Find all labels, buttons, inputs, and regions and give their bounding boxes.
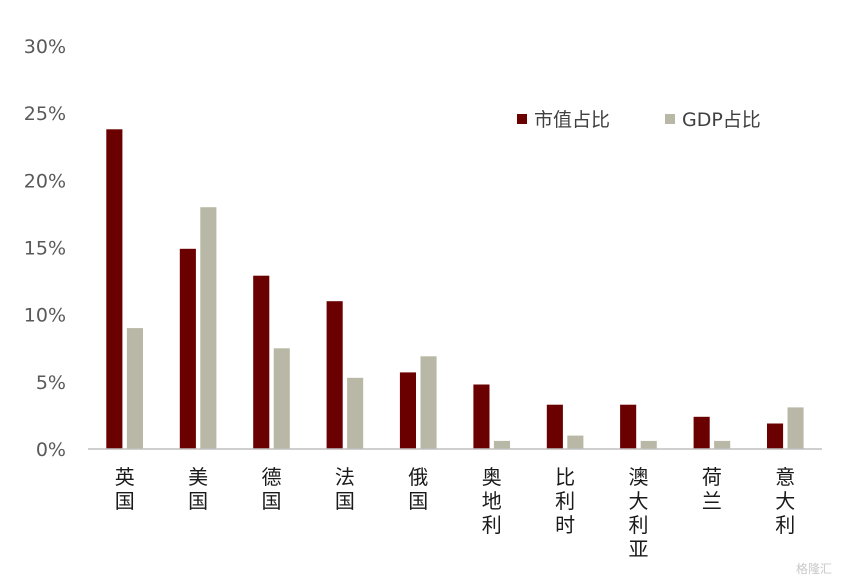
y-axis: 0% 5% 10% 15% 20% 25% 30% xyxy=(24,36,66,461)
y-tick-label: 20% xyxy=(24,170,66,192)
bar-gdp xyxy=(567,435,584,449)
x-category-label: 荷兰 xyxy=(702,465,722,513)
bar-market-cap xyxy=(106,129,123,450)
y-tick-label: 30% xyxy=(24,36,66,58)
watermark-logo: 格隆汇 xyxy=(795,562,832,576)
y-tick-label: 0% xyxy=(36,439,66,461)
bars xyxy=(106,129,804,450)
x-category-label: 奥地利 xyxy=(482,465,502,537)
x-category-label: 美国 xyxy=(188,465,208,513)
bar-gdp xyxy=(714,440,731,449)
bar-gdp xyxy=(126,328,143,449)
x-category-label: 法国 xyxy=(335,465,355,513)
y-tick-label: 15% xyxy=(24,238,66,260)
y-tick-label: 5% xyxy=(36,372,66,394)
bar-gdp xyxy=(787,407,804,449)
bar-gdp xyxy=(640,440,657,449)
bar-gdp xyxy=(200,207,217,449)
bar-market-cap xyxy=(693,416,710,449)
bar-market-cap xyxy=(326,301,343,449)
x-category-label: 意大利 xyxy=(775,465,795,537)
bar-market-cap xyxy=(620,404,637,449)
legend-label: 市值占比 xyxy=(534,109,610,131)
bar-gdp xyxy=(493,440,510,449)
y-tick-label: 10% xyxy=(24,305,66,327)
x-category-label: 俄国 xyxy=(408,465,428,513)
legend: 市值占比 GDP占比 xyxy=(517,109,761,131)
legend-label: GDP占比 xyxy=(682,109,761,131)
bar-market-cap xyxy=(473,384,490,449)
bar-market-cap xyxy=(253,275,270,449)
bar-gdp xyxy=(273,348,290,450)
bar-market-cap xyxy=(399,372,416,449)
bar-gdp xyxy=(420,356,437,449)
x-category-label: 澳大利亚 xyxy=(629,465,649,561)
bar-market-cap xyxy=(179,248,196,449)
x-category-label: 比利时 xyxy=(555,465,575,537)
x-category-label: 德国 xyxy=(262,465,282,513)
legend-swatch xyxy=(665,114,675,124)
x-category-label: 英国 xyxy=(115,465,135,513)
bar-market-cap xyxy=(546,404,563,449)
bar-market-cap xyxy=(767,423,784,449)
y-tick-label: 25% xyxy=(24,103,66,125)
bar-gdp xyxy=(347,377,364,449)
x-axis: 英国 美国 德国 法国 俄国 奥地利 比利时 澳大利亚 荷兰 意大利 xyxy=(115,465,796,561)
legend-swatch xyxy=(517,114,527,124)
